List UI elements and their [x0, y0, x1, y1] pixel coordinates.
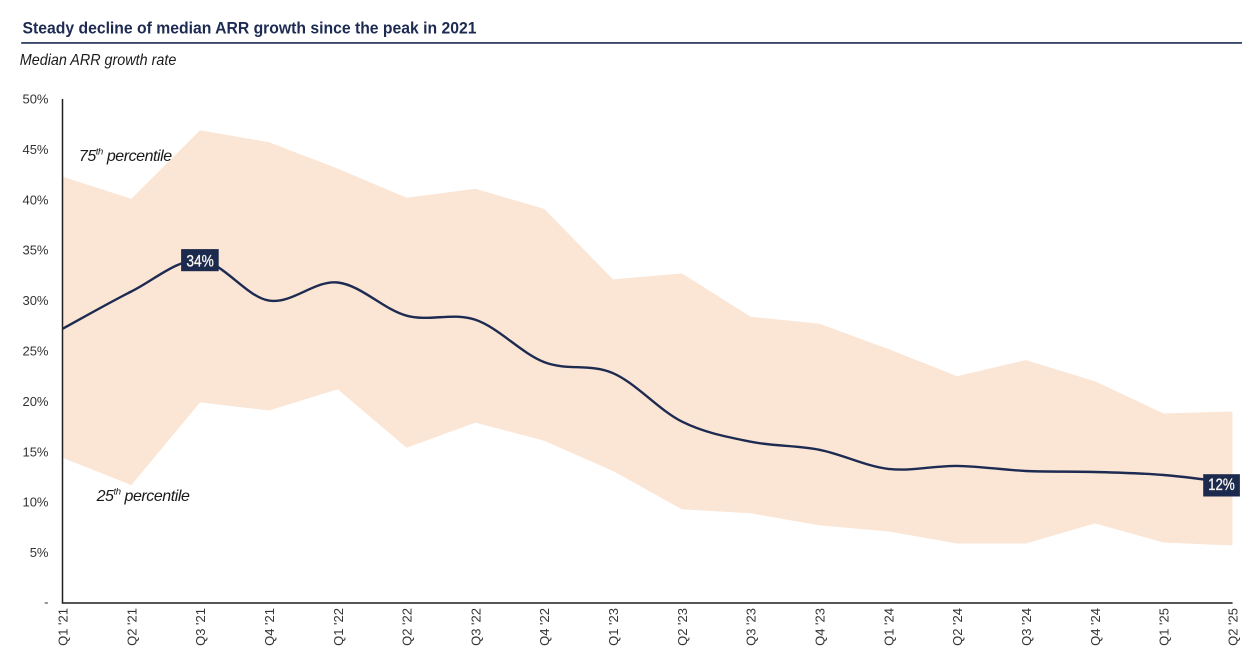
svg-text:75th percentile: 75th percentile — [79, 147, 172, 166]
svg-text:Q3 '24: Q3 '24 — [1019, 608, 1034, 646]
svg-text:Q2 '23: Q2 '23 — [675, 608, 690, 646]
svg-text:40%: 40% — [22, 192, 48, 207]
svg-text:12%: 12% — [1208, 476, 1235, 494]
svg-text:Median ARR growth rate: Median ARR growth rate — [20, 52, 177, 69]
svg-text:Q1 '25: Q1 '25 — [1157, 608, 1172, 646]
svg-text:5%: 5% — [30, 545, 49, 560]
svg-text:25th percentile: 25th percentile — [96, 487, 190, 506]
svg-text:Q1 '23: Q1 '23 — [606, 608, 621, 646]
svg-text:Q4 '21: Q4 '21 — [262, 608, 277, 646]
svg-text:Q2 '24: Q2 '24 — [950, 608, 965, 646]
svg-text:Q3 '21: Q3 '21 — [193, 608, 208, 646]
svg-text:Q2 '22: Q2 '22 — [400, 608, 415, 646]
svg-text:34%: 34% — [186, 252, 214, 270]
svg-text:25%: 25% — [22, 344, 48, 359]
svg-text:Q4 '24: Q4 '24 — [1088, 608, 1103, 646]
svg-text:Q4 '22: Q4 '22 — [537, 608, 552, 646]
svg-text:10%: 10% — [22, 495, 48, 510]
svg-text:15%: 15% — [22, 444, 48, 459]
svg-text:Q1 '24: Q1 '24 — [881, 608, 896, 646]
svg-text:Q3 '23: Q3 '23 — [744, 608, 759, 646]
svg-text:Q4 '23: Q4 '23 — [813, 608, 828, 646]
svg-text:Q2 '25: Q2 '25 — [1225, 608, 1240, 646]
svg-text:35%: 35% — [22, 243, 48, 258]
svg-text:50%: 50% — [22, 92, 48, 107]
svg-text:Q1 '22: Q1 '22 — [331, 608, 346, 646]
svg-text:Q3 '22: Q3 '22 — [468, 608, 483, 646]
svg-text:-: - — [44, 595, 48, 610]
svg-text:Steady decline of median ARR g: Steady decline of median ARR growth sinc… — [23, 18, 477, 37]
svg-text:Q1 '21: Q1 '21 — [56, 608, 71, 646]
svg-text:45%: 45% — [22, 142, 48, 157]
svg-text:Q2 '21: Q2 '21 — [124, 608, 139, 646]
svg-text:30%: 30% — [22, 293, 48, 308]
svg-text:20%: 20% — [22, 394, 48, 409]
